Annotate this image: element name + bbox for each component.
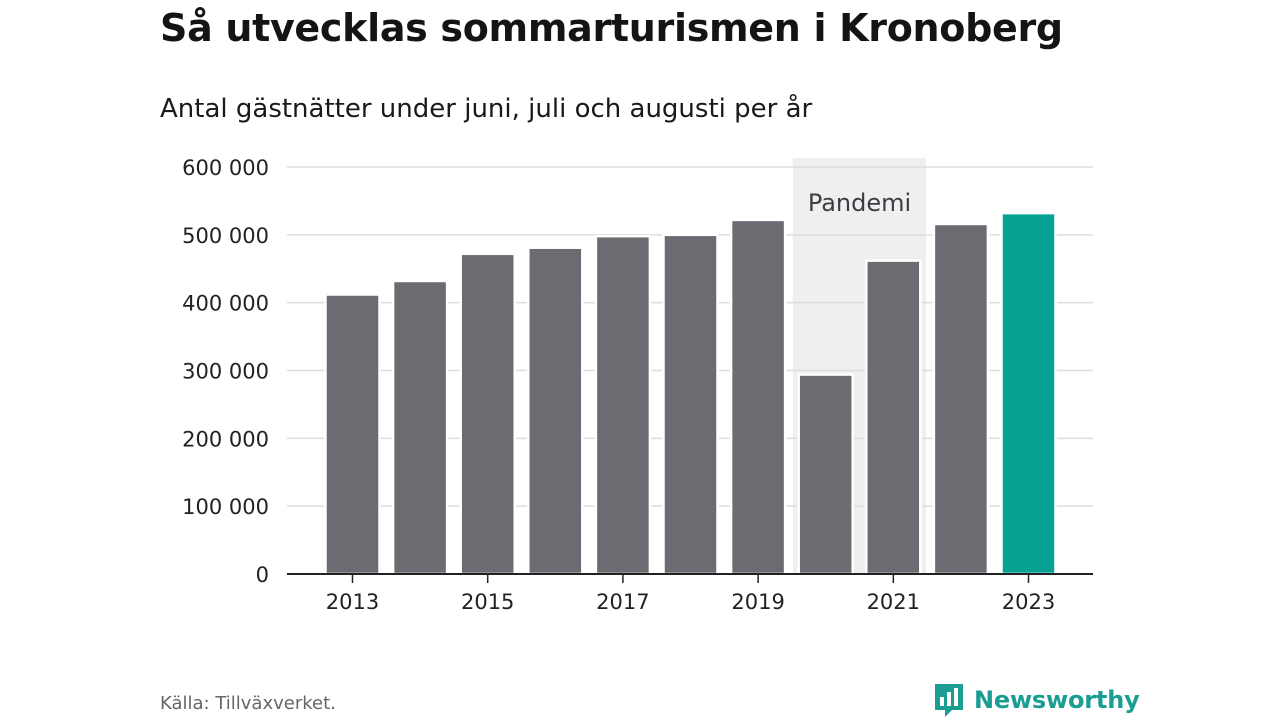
bar-2020	[797, 373, 854, 576]
y-tick-label: 200 000	[182, 427, 269, 451]
brand-logo[interactable]: Newsworthy	[932, 682, 1140, 718]
bars	[324, 211, 1057, 576]
bar-2021	[865, 259, 922, 576]
bar-2022	[932, 222, 990, 576]
chart-subtitle: Antal gästnätter under juni, juli och au…	[160, 94, 813, 124]
newsworthy-logo-icon	[935, 684, 963, 717]
x-tick-label: 2015	[461, 590, 514, 614]
bar-2013	[324, 293, 381, 576]
bar-2014	[391, 279, 449, 576]
y-tick-label: 500 000	[182, 224, 269, 248]
bar-2016	[527, 246, 584, 576]
source-note: Källa: Tillväxverket.	[160, 693, 336, 714]
x-tick-label: 2013	[326, 590, 379, 614]
x-tick-label: 2021	[867, 590, 920, 614]
bar-2017	[594, 234, 652, 576]
bar-2018	[662, 233, 719, 576]
chart-title: Så utvecklas sommarturismen i Kronoberg	[160, 6, 1063, 50]
x-tick-label: 2023	[1002, 590, 1055, 614]
y-tick-label: 100 000	[182, 495, 269, 519]
y-tick-label: 600 000	[182, 156, 269, 180]
bar-chart: Pandemi 0 100 000 200 000 300 000 400 000 500…	[182, 156, 1093, 614]
y-tick-label: 300 000	[182, 360, 269, 384]
axes: 0 100 000 200 000 300 000 400 000 500 000 600 …	[182, 156, 1093, 614]
annotation-label: Pandemi	[808, 189, 911, 217]
y-tick-label: 0	[256, 563, 269, 587]
y-tick-label: 400 000	[182, 292, 269, 316]
x-tick-label: 2017	[596, 590, 649, 614]
x-tick-label: 2019	[731, 590, 784, 614]
bar-2015	[459, 252, 516, 576]
brand-name: Newsworthy	[974, 686, 1140, 714]
bar-2019	[729, 218, 787, 576]
bar-2023	[1000, 211, 1057, 576]
